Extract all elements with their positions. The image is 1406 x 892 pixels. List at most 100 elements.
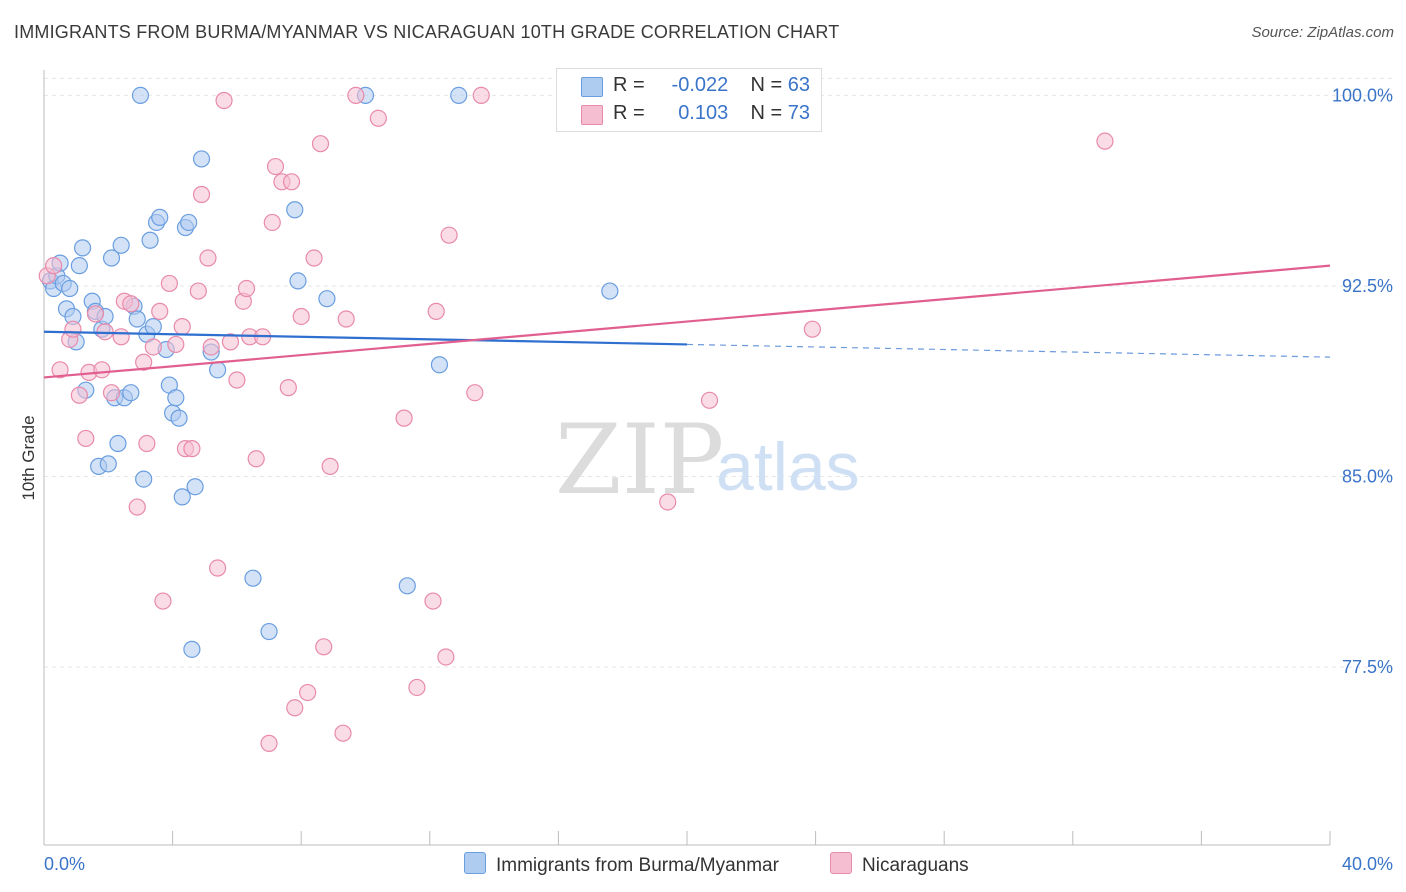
nicaraguan-point	[282, 173, 301, 191]
nicaraguan-point	[408, 678, 426, 697]
nicaraguan-point	[337, 310, 355, 328]
legend-swatch-blue	[464, 852, 486, 874]
burma-point	[73, 239, 92, 257]
blue-swatch	[581, 77, 603, 97]
y-axis-label: 10th Grade	[19, 415, 38, 500]
burma-point	[398, 577, 416, 595]
burma-point	[430, 356, 449, 374]
nicaraguan-point	[315, 638, 333, 656]
nicaraguan-point	[237, 279, 256, 298]
burma-point	[601, 282, 619, 300]
burma-trend-extension	[686, 343, 1331, 358]
x-tick-label: 0.0%	[44, 854, 85, 874]
nicaraguan-point	[215, 91, 233, 110]
legend-label-nicaraguans: Nicaraguans	[862, 855, 969, 876]
nicaraguan-point	[93, 361, 111, 379]
watermark: ZIP atlas	[555, 404, 860, 516]
nicaraguan-point	[45, 257, 63, 275]
nicaraguan-point	[1096, 132, 1114, 150]
nicaraguan-point	[144, 338, 162, 356]
burma-point	[167, 389, 185, 407]
tick-labels: 77.5% 85.0% 92.5% 100.0% 0.0% 40.0% 10th Grade	[19, 85, 1393, 874]
burma-point	[180, 213, 198, 232]
nicaraguan-point	[189, 282, 207, 300]
nicaraguan-point	[183, 440, 201, 458]
watermark-zip: ZIP	[555, 404, 724, 516]
source-label: Source: ZipAtlas.com	[1251, 24, 1394, 41]
nicaraguan-point	[199, 249, 217, 267]
nicaraguan-point	[472, 86, 490, 105]
y-tick-label: 92.5%	[1342, 276, 1393, 296]
nicaraguan-point	[659, 493, 677, 511]
r-label: R =	[613, 74, 645, 96]
nicaraguan-point	[112, 328, 130, 346]
pink-swatch	[581, 105, 603, 125]
nicaraguan-point	[279, 379, 297, 397]
nicaraguan-point	[247, 450, 265, 468]
burma-point	[131, 86, 150, 105]
burma-point	[173, 488, 191, 506]
nicaraguan-point	[305, 249, 323, 267]
nicaraguan-point	[138, 434, 156, 453]
correlation-legend: R = -0.022 N = 63 R = 0.103 N = 73	[556, 68, 822, 132]
nicaraguan-point	[209, 559, 227, 577]
n-label: N =	[750, 102, 783, 124]
data-points	[38, 86, 1114, 752]
nicaraguan-point	[263, 213, 281, 232]
burma-point	[286, 201, 304, 219]
nicaraguan-point	[167, 335, 185, 354]
trend-lines	[43, 264, 1331, 379]
burma-point	[128, 310, 146, 328]
nicaraguan-point	[122, 295, 140, 313]
r-value: 0.103	[678, 102, 729, 124]
nicaraguan-point	[202, 338, 220, 356]
y-tick-label: 100.0%	[1332, 85, 1393, 105]
nicaraguan-point	[424, 592, 442, 610]
nicaraguan-point	[221, 333, 240, 351]
r-value: -0.022	[671, 74, 729, 96]
nicaraguan-point	[64, 320, 82, 338]
nicaraguan-point	[334, 724, 352, 742]
burma-point	[135, 470, 153, 488]
legend-label-burma: Immigrants from Burma/Myanmar	[496, 855, 779, 876]
nicaraguan-trend-line	[43, 264, 1331, 379]
burma-point	[170, 409, 188, 427]
n-label: N =	[750, 74, 783, 96]
nicaraguan-point	[466, 384, 484, 402]
nicaraguan-point	[160, 274, 178, 293]
nicaraguan-point	[260, 734, 278, 752]
burma-point	[109, 434, 127, 453]
legend-item-nicaraguans[interactable]: Nicaraguans	[830, 852, 969, 877]
nicaraguan-point	[299, 683, 317, 702]
nicaraguan-point	[427, 302, 445, 320]
legend-swatch-pink	[830, 852, 852, 874]
burma-point	[183, 640, 201, 658]
burma-point	[186, 478, 204, 496]
watermark-atlas: atlas	[716, 429, 860, 505]
nicaraguan-point	[70, 386, 88, 404]
nicaraguan-point	[173, 318, 191, 336]
nicaraguan-point	[154, 592, 172, 610]
burma-point	[70, 257, 88, 275]
axes	[43, 70, 1331, 846]
burma-point	[122, 384, 140, 402]
burma-point	[141, 231, 159, 249]
burma-point	[144, 318, 162, 336]
nicaraguan-point	[803, 320, 821, 338]
nicaraguan-point	[151, 302, 169, 320]
nicaraguan-point	[86, 305, 105, 323]
nicaraguan-point	[192, 185, 211, 204]
legend-item-burma[interactable]: Immigrants from Burma/Myanmar	[464, 852, 779, 877]
burma-point	[112, 236, 130, 254]
nicaraguan-point	[135, 353, 153, 371]
nicaraguan-point	[437, 648, 455, 666]
x-tick-label: 40.0%	[1342, 854, 1393, 874]
nicaraguan-point	[266, 157, 285, 176]
burma-trend-line	[43, 330, 688, 346]
burma-point	[260, 622, 278, 641]
nicaraguan-point	[51, 361, 69, 379]
n-value: 63	[787, 74, 810, 96]
burma-point	[289, 272, 307, 290]
nicaraguan-point	[128, 498, 146, 516]
